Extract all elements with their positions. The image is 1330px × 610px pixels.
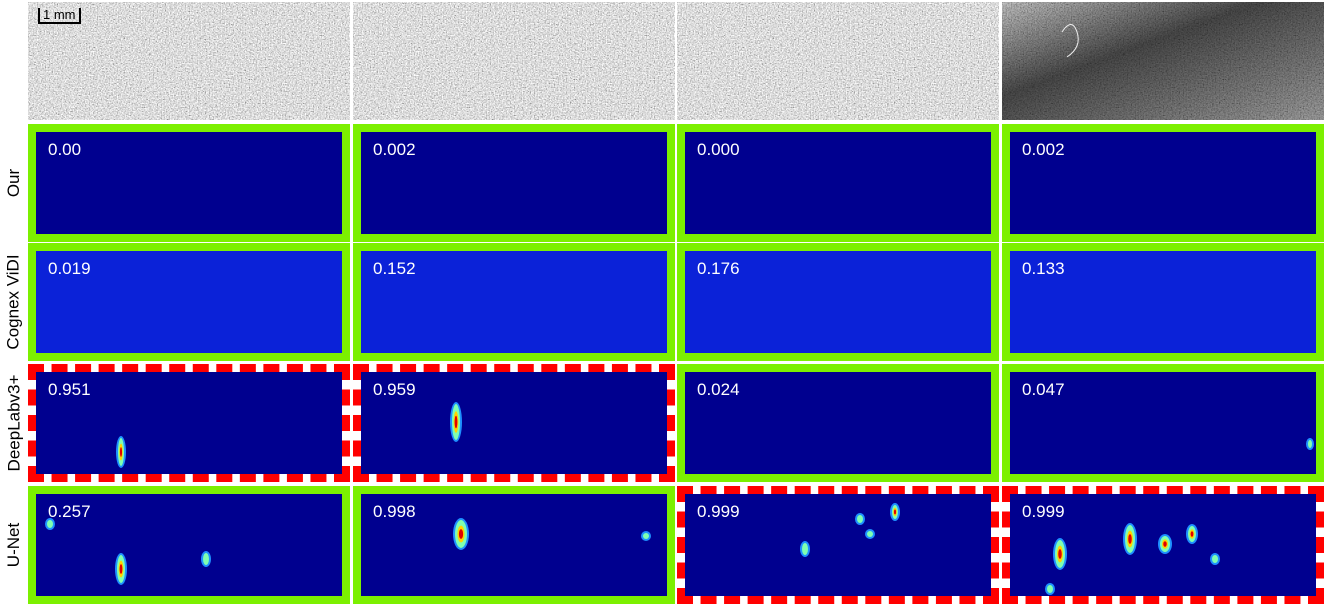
- score: 0.951: [48, 380, 91, 399]
- texture: [1002, 2, 1324, 120]
- heatmap: [685, 132, 991, 234]
- heatmap-cell: 0.176: [677, 243, 999, 361]
- heatmap-cell: 0.002: [1002, 124, 1324, 242]
- heatmap: [685, 372, 991, 474]
- heatmap: [36, 372, 342, 474]
- heatmap: [36, 251, 342, 353]
- texture: [353, 2, 675, 120]
- scale-bar: 1 mm: [38, 8, 81, 24]
- hotspots: [453, 518, 651, 550]
- heatmap: [36, 494, 342, 596]
- score: 0.999: [697, 502, 740, 521]
- row-label: Our: [0, 124, 28, 242]
- row-label: Cognex ViDI: [0, 243, 28, 361]
- heatmap-cell: 0.047: [1002, 364, 1324, 482]
- source-image: [1002, 2, 1324, 120]
- score: 0.002: [373, 140, 416, 159]
- heatmap: [36, 132, 342, 234]
- source-image: [677, 2, 999, 120]
- row-label-text: DeepLabv3+: [4, 374, 24, 472]
- score: 0.019: [48, 259, 91, 278]
- heatmap: [1010, 251, 1316, 353]
- heatmap: [361, 494, 667, 596]
- heatmap: [361, 251, 667, 353]
- score: 0.152: [373, 259, 416, 278]
- row-label-text: U-Net: [4, 522, 23, 568]
- heatmap-cell: 0.002: [353, 124, 675, 242]
- score: 0.002: [1022, 140, 1065, 159]
- heatmap-cell: 0.019: [28, 243, 350, 361]
- row-label: DeepLabv3+: [0, 364, 28, 482]
- hotspots: [1306, 438, 1314, 450]
- score: 0.999: [1022, 502, 1065, 521]
- score: 0.959: [373, 380, 416, 399]
- hotspots: [450, 402, 462, 442]
- heatmap-cell: 0.999: [677, 486, 999, 604]
- row-label-text: Our: [4, 168, 23, 198]
- heatmap-cell: 0.951: [28, 364, 350, 482]
- score: 0.176: [697, 259, 740, 278]
- heatmap: [361, 132, 667, 234]
- score: 0.047: [1022, 380, 1065, 399]
- row-label: U-Net: [0, 486, 28, 604]
- heatmap-cell: 0.959: [353, 364, 675, 482]
- score: 0.024: [697, 380, 740, 399]
- hotspots: [45, 518, 211, 585]
- score: 0.00: [48, 140, 82, 159]
- heatmap: [1010, 132, 1316, 234]
- texture: [28, 2, 350, 120]
- source-image: [28, 2, 350, 120]
- heatmap-cell: 0.133: [1002, 243, 1324, 361]
- heatmap: [361, 372, 667, 474]
- heatmap-cell: 0.257: [28, 486, 350, 604]
- heatmap-cell: 0.00: [28, 124, 350, 242]
- heatmap: [1010, 494, 1316, 596]
- heatmap-cell: 0.024: [677, 364, 999, 482]
- texture: [677, 2, 999, 120]
- heatmap-cell: 0.998: [353, 486, 675, 604]
- score: 0.257: [48, 502, 91, 521]
- hotspots: [116, 436, 126, 468]
- source-image: [353, 2, 675, 120]
- heatmap: [1010, 372, 1316, 474]
- score: 0.998: [373, 502, 416, 521]
- row-label-text: Cognex ViDI: [4, 254, 24, 350]
- heatmap-cell: 0.999: [1002, 486, 1324, 604]
- score: 0.133: [1022, 259, 1065, 278]
- heatmap-cell: 0.152: [353, 243, 675, 361]
- hotspots: [1045, 523, 1220, 595]
- heatmap: [685, 494, 991, 596]
- heatmap: [685, 251, 991, 353]
- heatmap-cell: 0.000: [677, 124, 999, 242]
- score: 0.000: [697, 140, 740, 159]
- hotspots: [800, 503, 900, 557]
